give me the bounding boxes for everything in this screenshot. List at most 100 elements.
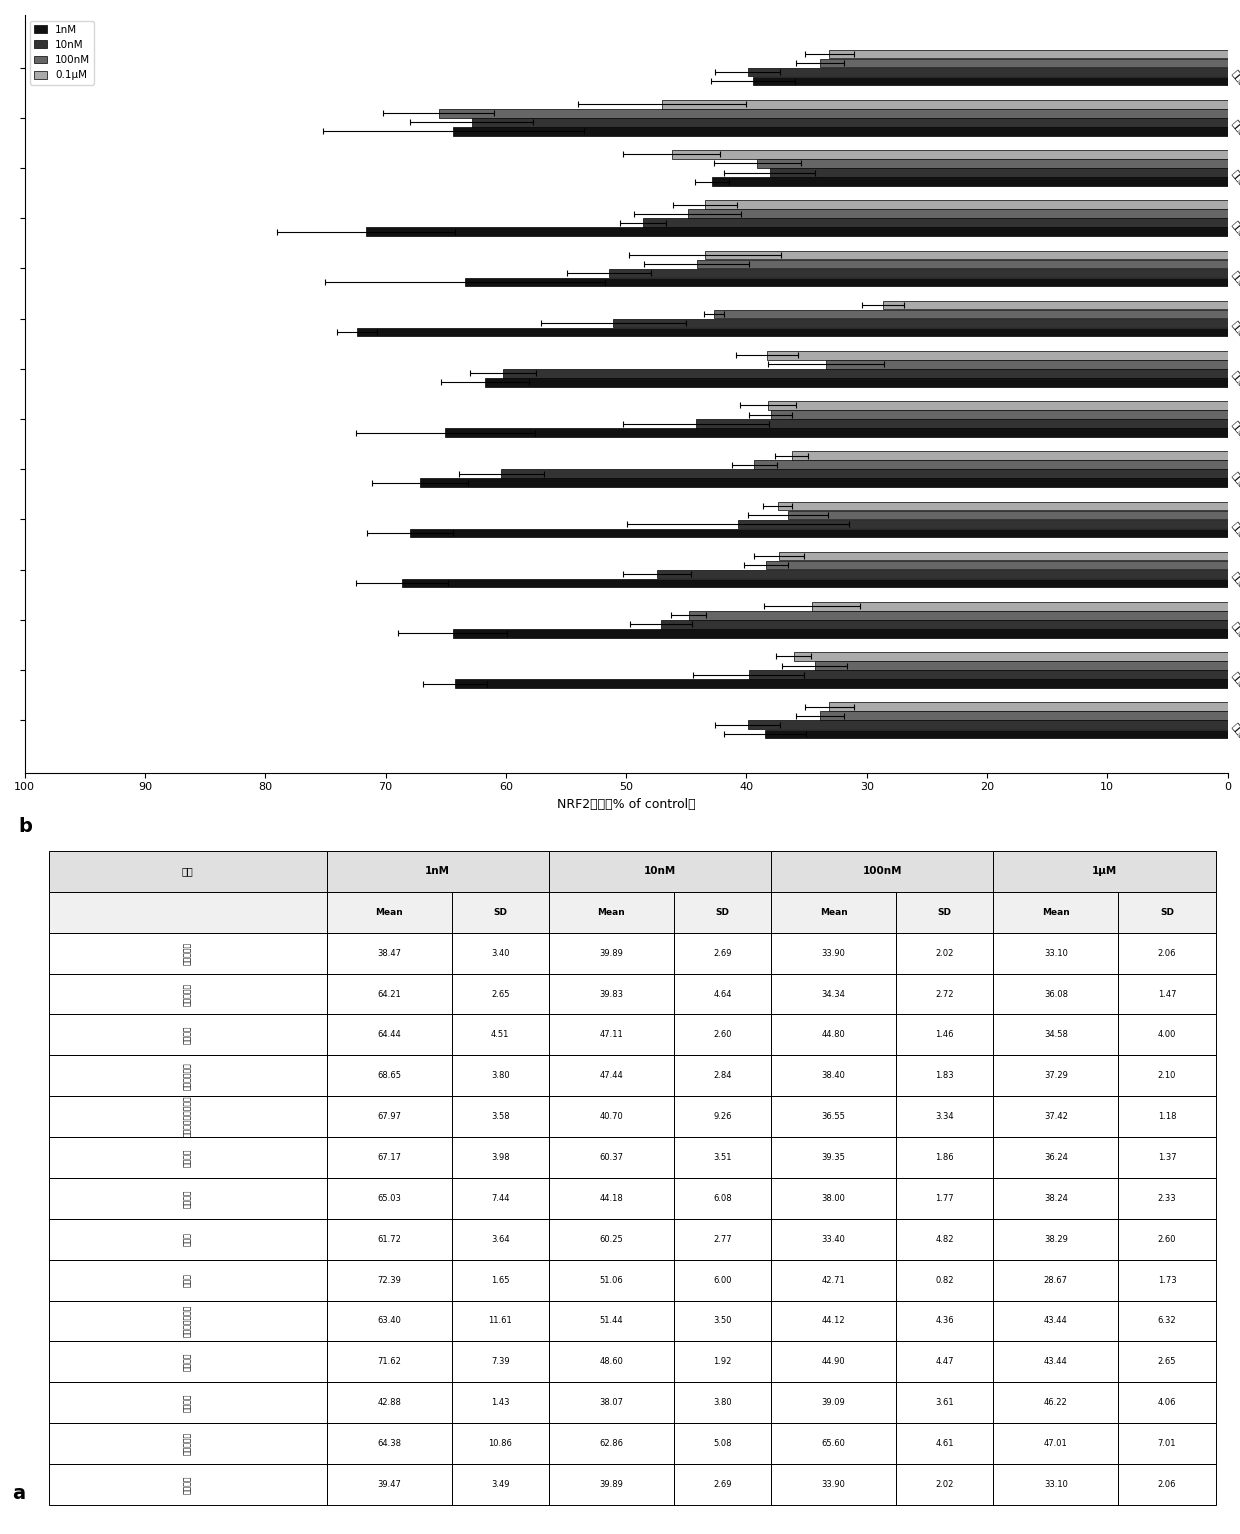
Bar — [697, 259, 1228, 268]
Text: 65.03: 65.03 — [377, 1193, 401, 1203]
Text: 61.72: 61.72 — [377, 1235, 401, 1244]
Text: 4.51: 4.51 — [491, 1031, 510, 1040]
Text: 1.92: 1.92 — [713, 1358, 732, 1367]
Bar — [993, 1097, 1118, 1137]
Text: 72.39: 72.39 — [377, 1276, 401, 1284]
Bar — [673, 1220, 771, 1259]
Bar — [326, 1097, 451, 1137]
Bar — [451, 1178, 549, 1220]
Text: 安西奈德: 安西奈德 — [184, 1026, 192, 1045]
Bar — [779, 552, 1228, 560]
Bar — [777, 502, 1228, 511]
Text: 内酸氯他素: 内酸氯他素 — [184, 982, 192, 1006]
Bar — [673, 1341, 771, 1382]
Bar — [993, 1137, 1118, 1178]
Text: 2.10: 2.10 — [1158, 1071, 1177, 1080]
Bar — [48, 1178, 326, 1220]
Bar — [1118, 1178, 1215, 1220]
Text: 46.22: 46.22 — [1044, 1397, 1068, 1407]
Bar — [673, 1382, 771, 1424]
Text: 44.18: 44.18 — [599, 1193, 624, 1203]
Bar — [673, 1137, 771, 1178]
Text: 48.60: 48.60 — [599, 1358, 624, 1367]
Bar — [771, 1014, 897, 1055]
Text: Mean: Mean — [598, 908, 625, 917]
Bar — [549, 891, 673, 933]
Text: 28.67: 28.67 — [1044, 1276, 1068, 1284]
Bar — [830, 49, 1228, 58]
Bar — [1118, 1341, 1215, 1382]
Text: 34.58: 34.58 — [1044, 1031, 1068, 1040]
Text: 2.77: 2.77 — [713, 1235, 732, 1244]
Text: 2.60: 2.60 — [1158, 1235, 1177, 1244]
Bar — [410, 529, 1228, 537]
Text: 67.97: 67.97 — [377, 1112, 402, 1121]
Bar — [758, 160, 1228, 167]
Text: 氟米松: 氟米松 — [184, 1232, 192, 1246]
Bar — [48, 1341, 326, 1382]
Text: 36.55: 36.55 — [822, 1112, 846, 1121]
Text: 9.26: 9.26 — [713, 1112, 732, 1121]
Bar — [662, 100, 1228, 109]
Text: 二丙酸氧地米松: 二丙酸氧地米松 — [184, 1305, 192, 1338]
Bar — [688, 611, 1228, 620]
Bar — [771, 1097, 897, 1137]
Bar — [501, 469, 1228, 479]
Text: 2.60: 2.60 — [713, 1031, 732, 1040]
Text: Mean: Mean — [376, 908, 403, 917]
Text: 51.44: 51.44 — [600, 1316, 624, 1325]
Bar — [402, 578, 1228, 588]
Bar — [771, 1178, 897, 1220]
Bar — [771, 1382, 897, 1424]
Text: 39.89: 39.89 — [599, 1480, 624, 1490]
Bar — [451, 1137, 549, 1178]
Bar — [451, 1014, 549, 1055]
Bar — [48, 851, 326, 891]
Bar — [48, 1055, 326, 1097]
Bar — [614, 319, 1228, 327]
Bar — [549, 1382, 673, 1424]
Bar — [1118, 933, 1215, 974]
Bar — [897, 1463, 993, 1505]
Bar — [771, 1137, 897, 1178]
Bar — [439, 109, 1228, 118]
Bar — [830, 703, 1228, 710]
Text: 3.80: 3.80 — [713, 1397, 732, 1407]
Text: 内酸氯他素: 内酸氯他素 — [184, 1433, 192, 1456]
Text: 67.17: 67.17 — [377, 1154, 402, 1161]
Text: 曲安奈德: 曲安奈德 — [184, 1353, 192, 1371]
Text: a: a — [12, 1485, 26, 1503]
Bar — [48, 1014, 326, 1055]
Bar — [993, 891, 1118, 933]
Text: 3.80: 3.80 — [491, 1071, 510, 1080]
Text: 33.10: 33.10 — [1044, 948, 1068, 957]
Bar — [451, 891, 549, 933]
Bar — [549, 1097, 673, 1137]
Bar — [644, 218, 1228, 227]
Text: 39.47: 39.47 — [377, 1480, 401, 1490]
Bar — [794, 652, 1228, 661]
Text: 4.00: 4.00 — [1158, 1031, 1177, 1040]
Text: 38.00: 38.00 — [822, 1193, 846, 1203]
Bar — [326, 891, 451, 933]
Bar — [451, 1463, 549, 1505]
Text: 43.44: 43.44 — [1044, 1358, 1068, 1367]
Text: 37.42: 37.42 — [1044, 1112, 1068, 1121]
Bar — [897, 1137, 993, 1178]
Text: 51.06: 51.06 — [599, 1276, 624, 1284]
Bar — [48, 1424, 326, 1463]
Text: 氯尼缩松: 氯尼缩松 — [184, 1149, 192, 1167]
Bar — [485, 377, 1228, 387]
Bar — [326, 1014, 451, 1055]
Bar — [326, 1055, 451, 1097]
Bar — [897, 1178, 993, 1220]
Text: 47.01: 47.01 — [1044, 1439, 1068, 1448]
Bar — [549, 1301, 673, 1341]
Text: 38.47: 38.47 — [377, 948, 402, 957]
Bar — [897, 1382, 993, 1424]
Bar — [503, 370, 1228, 377]
Text: 4.06: 4.06 — [1158, 1397, 1177, 1407]
Bar — [770, 169, 1228, 176]
Text: 3.34: 3.34 — [935, 1112, 954, 1121]
Text: Mean: Mean — [1042, 908, 1070, 917]
